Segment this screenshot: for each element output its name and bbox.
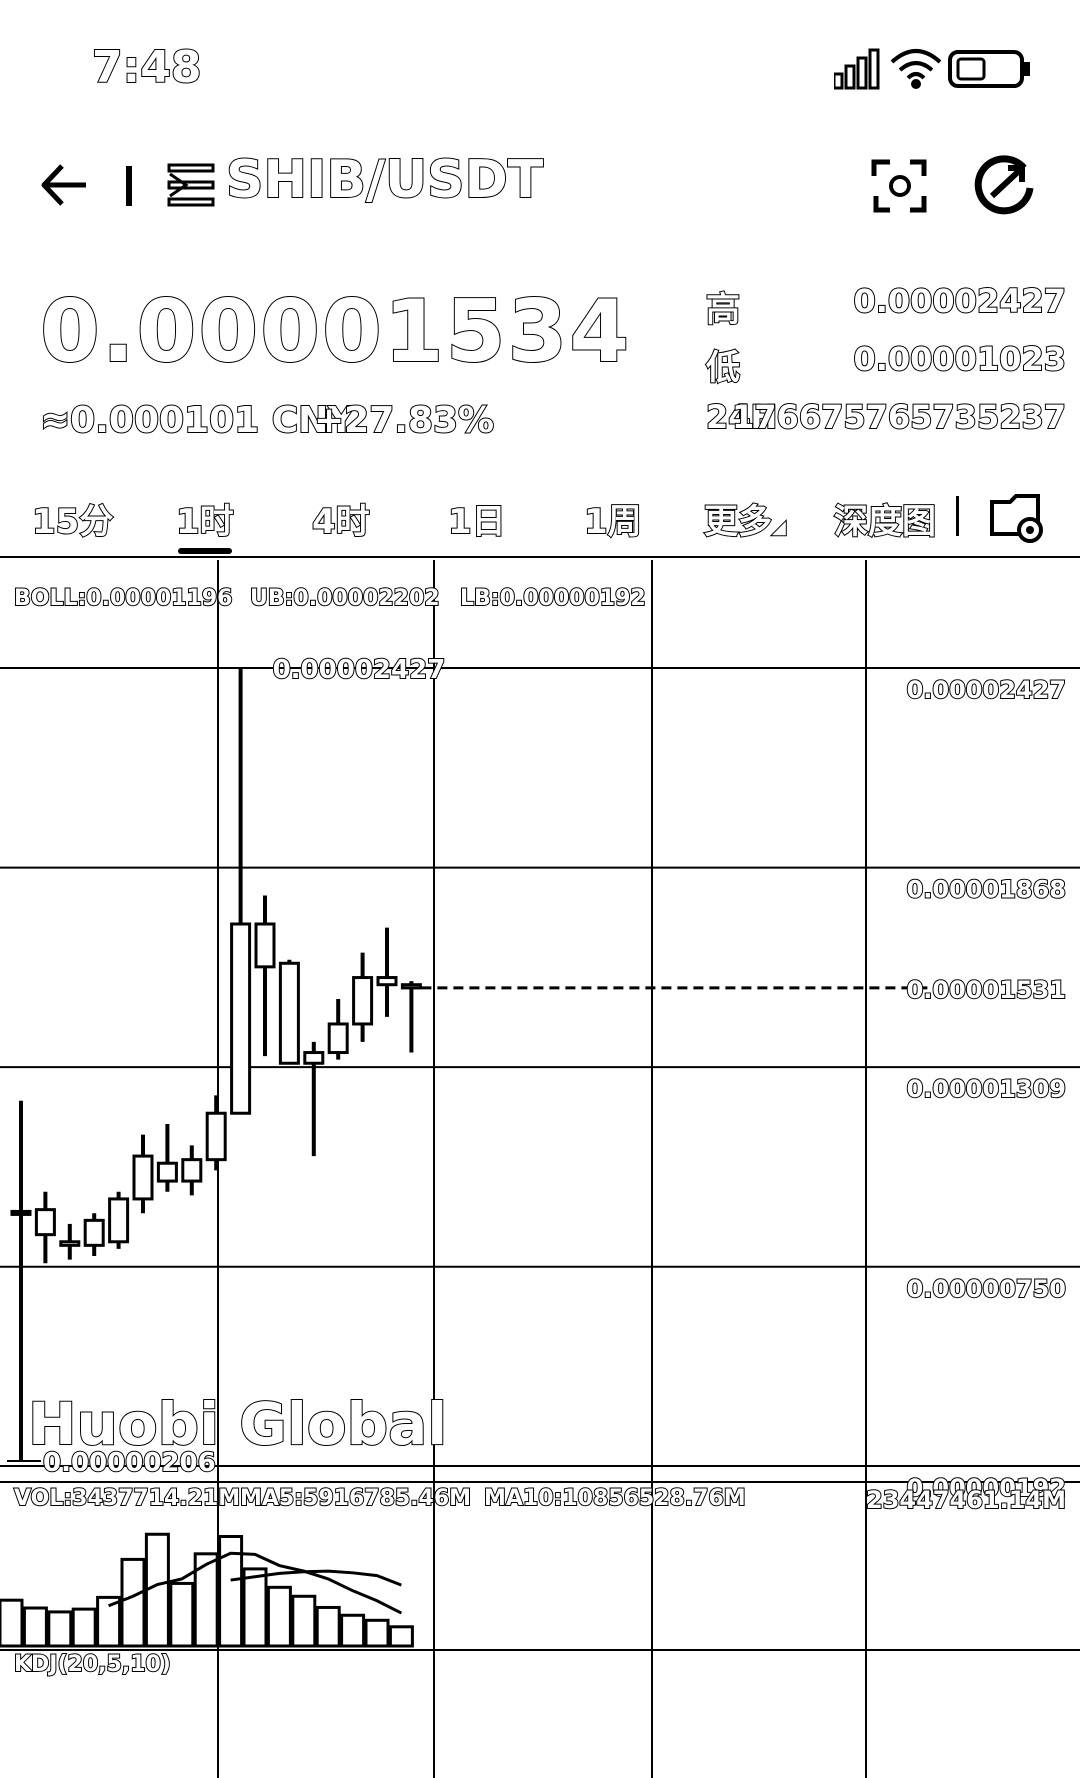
status-icons <box>834 48 1030 90</box>
tab-1w[interactable]: 1周 <box>583 501 643 543</box>
candle-body <box>376 976 398 987</box>
header-separator <box>126 166 132 206</box>
volume-bar <box>47 1610 73 1648</box>
volume-bar <box>266 1585 292 1648</box>
candle-body <box>83 1218 105 1247</box>
tab-more-label: 更多 <box>703 501 773 543</box>
price-axis-tick: 0.00000750 <box>907 1275 1066 1303</box>
chart-labels: 0.00002427 0.00001868 0.00001309 0.00000750… <box>7 654 1067 1503</box>
price-axis-tick: 0.00000192 <box>907 1474 1066 1502</box>
volume-24h-value: 176675765735237 <box>731 397 1067 437</box>
volume-bar <box>291 1594 317 1648</box>
pair-list-icon[interactable] <box>166 162 216 208</box>
dropdown-corner-icon: ◢ <box>771 516 787 539</box>
low-value: 0.00001023 <box>852 339 1067 379</box>
share-icon[interactable] <box>972 152 1038 218</box>
ma5-label: MA5:5916785.46M <box>239 1485 472 1512</box>
high-label: 高 <box>705 289 741 331</box>
high-value: 0.00002427 <box>852 281 1067 321</box>
wifi-icon <box>890 49 942 89</box>
watermark: Huobi Global <box>27 1389 448 1459</box>
volume-bar <box>120 1557 146 1648</box>
candles <box>10 668 422 1462</box>
vol-axis-max: 23447461.14M <box>865 1485 1067 1515</box>
battery-icon <box>948 50 1030 88</box>
candle-body <box>156 1161 178 1183</box>
trading-pair-title[interactable]: SHIB/USDT <box>225 149 544 211</box>
min-price-label: 0.00000206 <box>43 1448 216 1478</box>
volume-bar <box>193 1552 219 1648</box>
candle-body <box>59 1240 81 1247</box>
tab-depth-chart[interactable]: 深度图 <box>833 501 937 543</box>
candle-body <box>132 1154 154 1201</box>
candle-body <box>181 1158 203 1183</box>
volume-bar <box>0 1598 24 1648</box>
tab-1d[interactable]: 1日 <box>447 501 507 543</box>
candle-body <box>108 1197 130 1244</box>
volume-bar <box>315 1605 341 1648</box>
ma10-label: MA10:10856528.76M <box>483 1485 747 1512</box>
price-change-percent: +27.83% <box>313 399 495 442</box>
volume-bar <box>388 1625 414 1648</box>
candle-body <box>10 1209 32 1216</box>
chart-grid <box>0 560 1080 1778</box>
candle-body <box>400 983 422 990</box>
price-cny: ≈0.000101 CNY <box>39 399 355 442</box>
current-price-label: 0.00001531 <box>907 976 1066 1004</box>
tabs-bottom-border <box>0 556 1080 558</box>
ma-lines <box>108 1551 403 1615</box>
active-tab-indicator <box>178 548 232 554</box>
volume-bars <box>0 1532 414 1648</box>
price-axis-tick: 0.00002427 <box>907 676 1066 704</box>
status-time: 7:48 <box>91 41 202 94</box>
candle-body <box>278 961 300 1065</box>
boll-lb-label: LB:0.00000192 <box>459 585 647 612</box>
volume-bar <box>242 1567 268 1648</box>
volume-bar <box>364 1618 390 1648</box>
tabs-divider <box>956 496 959 536</box>
volume-bar <box>22 1606 48 1648</box>
candle-body <box>254 922 276 969</box>
tab-4h[interactable]: 4时 <box>311 501 371 543</box>
candle-body <box>34 1208 56 1237</box>
last-price: 0.00001534 <box>39 281 632 383</box>
ma10-line <box>230 1569 402 1587</box>
volume-24h-label: 24H <box>705 397 778 437</box>
boll-ub-label: UB:0.00002202 <box>249 585 441 612</box>
volume-bar <box>218 1534 244 1648</box>
volume-bar <box>96 1595 122 1648</box>
boll-label: BOLL:0.00001196 <box>13 585 233 612</box>
fullscreen-icon[interactable] <box>870 156 930 216</box>
tab-more[interactable]: 更多◢ <box>703 494 787 543</box>
chart-settings-icon[interactable] <box>988 488 1044 544</box>
tab-1h[interactable]: 1时 <box>175 501 235 543</box>
low-label: 低 <box>705 347 741 389</box>
kdj-label: KDJ(20,5,10) <box>13 1651 172 1678</box>
candle-body <box>303 1051 325 1065</box>
volume-bar <box>144 1532 170 1648</box>
candle-body <box>352 976 374 1026</box>
price-axis-tick: 0.00001868 <box>907 876 1066 904</box>
back-arrow-icon[interactable] <box>36 158 90 212</box>
volume-bar <box>71 1607 97 1648</box>
max-price-label: 0.00002427 <box>273 655 446 685</box>
candle-body <box>205 1111 227 1162</box>
kline-chart[interactable]: 0.00002427 0.00001868 0.00001309 0.00000750… <box>0 560 1080 1778</box>
candle-body <box>230 922 252 1115</box>
tab-15m[interactable]: 15分 <box>31 501 114 543</box>
ma5-line <box>108 1551 403 1615</box>
candle-body <box>327 1022 349 1055</box>
signal-icon <box>834 48 880 90</box>
vol-label: VOL:3437714.21M <box>13 1485 241 1512</box>
volume-bar <box>169 1581 195 1648</box>
volume-bar <box>340 1613 366 1648</box>
price-axis-tick: 0.00001309 <box>907 1075 1066 1103</box>
